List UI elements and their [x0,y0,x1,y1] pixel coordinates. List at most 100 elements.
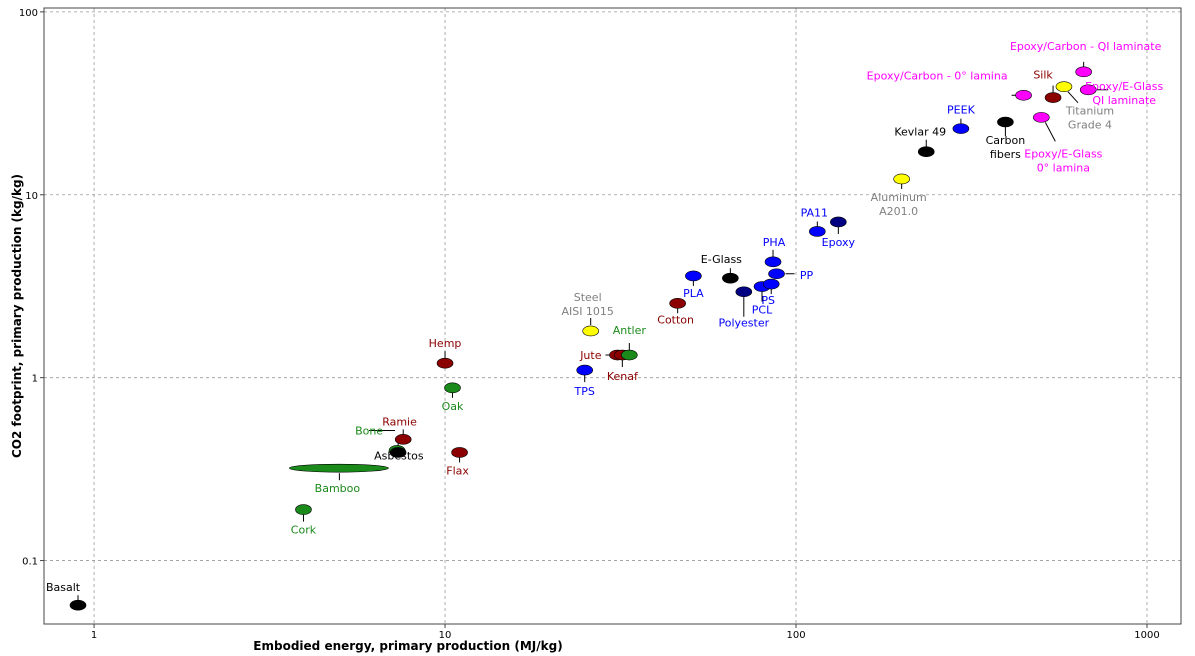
label-line: AISI 1015 [561,305,614,318]
label-line: Epoxy/E-Glass [1024,147,1102,160]
label-jute: Jute [579,349,602,362]
point-ramie [394,434,412,445]
label-carbon-fibers: Carbon fibers [986,134,1026,161]
point-bamboo [289,463,389,473]
label-cork: Cork [291,524,317,537]
label-flax: Flax [446,464,469,477]
label-pp: PP [800,269,814,282]
label-cotton: Cotton [657,313,694,326]
label-line: Bone [355,424,383,437]
point-cotton [669,298,686,309]
label-line: PA11 [801,206,828,219]
label-line: Epoxy [822,236,856,249]
label-line: Basalt [46,581,81,594]
label-basalt: Basalt [46,581,81,594]
label-line: Aluminum [871,191,927,204]
label-line: Grade 4 [1068,119,1112,132]
label-asbestos: Asbestos [374,449,424,462]
label-line: Epoxy/E-Glass [1085,80,1163,93]
point-aluminum-a201-0 [893,173,910,185]
label-line: Bamboo [315,482,361,495]
label-line: TPS [574,385,595,398]
data-points [69,66,1097,611]
y-tick-label: 10 [25,191,38,202]
label-e-glass: E-Glass [701,253,742,266]
label-line: Oak [442,400,464,413]
label-oak: Oak [442,400,464,413]
label-line: PEEK [947,104,976,117]
label-ramie: Ramie [382,415,417,428]
label-line: Kenaf [607,370,639,383]
label-line: A201.0 [879,205,918,218]
x-tick-label: 1000 [1134,630,1159,641]
point-epoxy-e-glass-0-lamina [1033,112,1050,123]
label-titanium-grade-4: Titanium Grade 4 [1065,105,1114,132]
label-epoxy: Epoxy [822,236,856,249]
y-tick-label: 100 [19,8,38,19]
label-line: Epoxy/Carbon - QI laminate [1010,40,1162,53]
y-tick-label: 0.1 [22,557,38,568]
point-steel-aisi-1015 [582,325,599,337]
label-antler: Antler [613,324,647,337]
label-line: PHA [763,236,786,249]
label-kenaf: Kenaf [607,370,639,383]
label-bone: Bone [355,424,383,437]
label-epoxy-e-glass-0-lamina: Epoxy/E-Glass 0° lamina [1024,147,1102,174]
label-line: Steel [574,291,602,304]
label-line: Silk [1033,69,1053,82]
label-pcl: PCL [752,304,773,317]
point-oak [444,382,461,394]
point-epoxy-carbon-qi-laminate [1075,66,1092,78]
point-epoxy-carbon-0-lamina [1015,89,1032,101]
label-peek: PEEK [947,104,976,117]
point-basalt [69,599,87,611]
point-pp [768,268,785,280]
x-tick-label: 1 [91,630,97,641]
y-tick-label: 1 [32,374,38,385]
label-line: PCL [752,304,773,317]
point-ps [762,278,780,290]
point-hemp [436,357,454,369]
point-pha [764,256,782,268]
leader-epoxy-e-glass-0-lamina [1044,122,1056,142]
label-line: Antler [613,324,647,337]
point-pla [685,270,702,282]
label-line: fibers [990,148,1021,161]
label-pha: PHA [763,236,786,249]
point-silk [1044,92,1062,103]
label-silk: Silk [1033,69,1053,82]
point-epoxy-e-glass-qi-laminate [1079,84,1097,96]
label-epoxy-carbon-0-lamina: Epoxy/Carbon - 0° lamina [867,69,1008,82]
point-antler [621,349,638,361]
label-line: Carbon [986,134,1026,147]
label-hemp: Hemp [429,337,462,350]
label-steel-aisi-1015: Steel AISI 1015 [561,291,614,318]
point-polyester [735,286,753,298]
plot-frame [43,7,1182,625]
point-carbon-fibers [997,116,1014,128]
label-line: Cork [291,524,317,537]
x-tick-label: 100 [786,630,805,641]
label-line: PLA [683,287,704,300]
label-epoxy-e-glass-qi-laminate: Epoxy/E-Glass QI laminate [1085,80,1163,107]
y-axis-title: CO2 footprint, primary production (kg/kg… [10,174,24,458]
label-line: Ramie [382,415,417,428]
label-line: Jute [579,349,602,362]
leader-titanium-grade-4 [1067,91,1079,104]
label-kevlar-49: Kevlar 49 [894,126,946,139]
label-line: Cotton [657,313,694,326]
label-line: Hemp [429,337,462,350]
point-pa11 [809,226,826,237]
label-line: Asbestos [374,449,424,462]
label-line: 0° lamina [1037,161,1090,174]
label-line: Polyester [718,317,769,330]
label-polyester: Polyester [718,317,769,330]
point-asbestos [389,447,407,458]
label-line: QI laminate [1092,94,1156,107]
point-e-glass [722,272,739,284]
label-aluminum-a201-0: Aluminum A201.0 [871,191,927,218]
point-epoxy [830,216,847,228]
point-kevlar-49 [917,146,935,157]
x-tick-label: 10 [439,630,452,641]
